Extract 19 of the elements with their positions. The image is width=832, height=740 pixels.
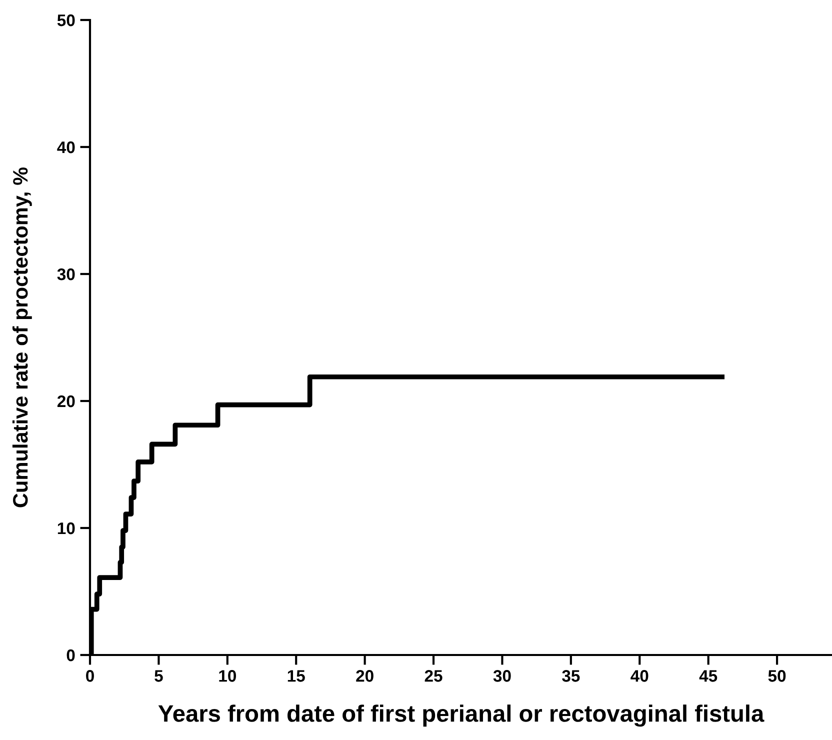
y-axis-title: Cumulative rate of proctectomy, % [12,167,32,508]
y-tick-label: 50 [57,14,75,26]
x-axis-title: Years from date of first perianal or rectovaginal fistula [158,704,764,727]
x-tick-label: 15 [288,670,305,682]
y-tick-label: 10 [58,522,75,534]
y-tick-label: 30 [57,268,75,280]
x-tick-label: 40 [630,670,648,682]
x-tick-label: 5 [154,670,163,682]
x-tick-label: 30 [493,670,511,682]
y-tick-label: 20 [57,395,75,408]
x-tick-label: 35 [562,670,580,682]
x-tick-label: 10 [219,670,236,682]
x-tick-label: 20 [356,670,374,682]
x-tick-label: 45 [699,670,718,682]
y-tick-label: 0 [66,649,75,662]
x-tick-label: 50 [768,670,786,682]
y-tick-label: 40 [57,141,75,154]
x-tick-label: 0 [86,670,94,682]
x-tick-label: 25 [424,670,442,682]
